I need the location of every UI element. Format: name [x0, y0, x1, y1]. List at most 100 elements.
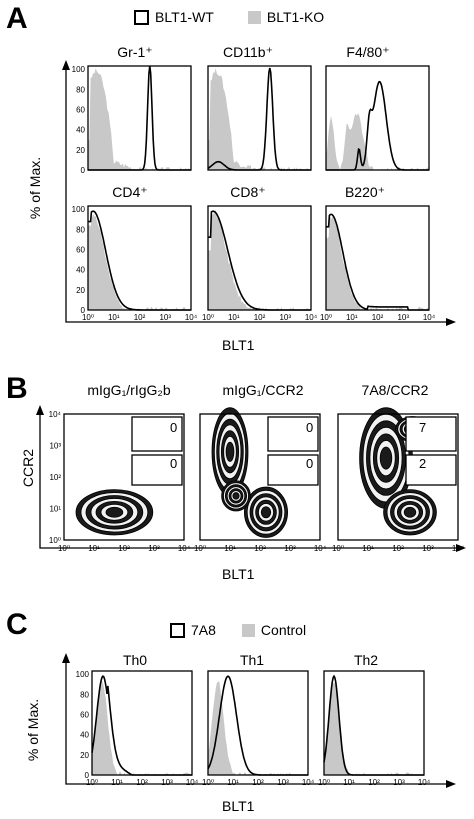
y-tick-label: 20 [76, 286, 85, 295]
x-tick-label: 10⁰ [82, 313, 94, 322]
y-tick-label: 0 [81, 306, 86, 315]
x-tick-label: 10¹ [108, 313, 120, 322]
x-tick-label: 10⁴ [186, 778, 199, 787]
contour-ring [232, 492, 240, 500]
y-tick-label: 80 [76, 225, 85, 234]
x-tick-label: 10⁴ [178, 544, 191, 553]
x-tick-label: 10³ [393, 778, 405, 787]
contour-ring [225, 441, 235, 462]
plot-frame [325, 65, 430, 171]
plot-frame [325, 205, 430, 311]
plot-title-cd11b: CD11b⁺ [223, 44, 273, 60]
plot-title-b220: B220⁺ [344, 184, 386, 200]
plot-title-gr1: Gr-1⁺ [117, 44, 153, 60]
gate-value-2a: 0 [306, 420, 314, 435]
y-tick-label: 60 [76, 105, 85, 114]
x-tick-label: 10² [136, 778, 148, 787]
x-tick-label: 10¹ [224, 544, 236, 553]
x-tick-label: 10⁴ [305, 313, 318, 322]
legend-filled-swatch [241, 623, 255, 637]
panel-c-legend: 7A8 Control [170, 622, 306, 638]
y-tick-label: 80 [80, 690, 89, 699]
x-tick-label: 10¹ [228, 313, 240, 322]
x-tick-label: 10³ [277, 778, 289, 787]
panel-a-y-arrow [62, 60, 70, 70]
gate-value-3b: 2 [419, 456, 427, 471]
y-tick-label: 60 [76, 245, 85, 254]
legend-label-ko: BLT1-KO [266, 9, 325, 25]
y-tick-label: 60 [80, 710, 89, 719]
x-tick-label: 10⁰ [202, 313, 214, 322]
panel-a-x-arrow [446, 318, 456, 326]
y-tick-label: 0 [81, 166, 86, 175]
plot-frame [63, 413, 185, 541]
panel-c-letter: C [6, 608, 28, 641]
x-tick-label: 10⁴ [302, 778, 315, 787]
ko-histogram [208, 68, 311, 170]
x-tick-label: 10⁰ [318, 778, 330, 787]
x-tick-label: 10¹ [227, 778, 239, 787]
x-tick-label: 10¹ [362, 544, 374, 553]
plot-frame [207, 670, 309, 776]
x-tick-label: 10² [118, 544, 130, 553]
panel-c-axis [65, 658, 452, 785]
plot-frame [337, 413, 459, 541]
gate-lower [131, 454, 183, 486]
plot-title-cd4: CD4⁺ [112, 184, 148, 200]
gate-value-3a: 7 [419, 420, 427, 435]
y-tick-label: 80 [76, 85, 85, 94]
panel-c-x-arrow [446, 780, 456, 788]
ko-histogram [326, 113, 429, 170]
gate-upper [405, 416, 457, 452]
plot-frame [87, 65, 192, 171]
plot-title-cd8: CD8⁺ [230, 184, 266, 200]
ko-histogram [326, 216, 429, 310]
y-tick-label: 10³ [49, 442, 61, 451]
panel-b-x-arrow [456, 544, 466, 552]
control-histogram [92, 680, 192, 775]
legend-label-wt: BLT1-WT [155, 9, 214, 25]
y-tick-label: 40 [76, 266, 85, 275]
plot-title-migg-ccr2: mIgG₁/CCR2 [222, 382, 304, 398]
ko-histogram [208, 210, 311, 310]
x-tick-label: 10⁰ [332, 544, 344, 553]
control-histogram [324, 682, 424, 775]
plot-title-7a8-ccr2: 7A8/CCR2 [361, 382, 429, 398]
y-tick-label: 10² [49, 473, 61, 482]
contour-plot [199, 407, 321, 541]
x-tick-label: 10¹ [346, 313, 358, 322]
gate-lower [405, 454, 457, 486]
contour-ring [379, 446, 393, 470]
contour-plot [63, 413, 185, 541]
y-tick-label: 20 [76, 146, 85, 155]
x-tick-label: 10⁰ [58, 544, 70, 553]
y-tick-label: 10¹ [49, 505, 61, 514]
x-tick-label: 10² [252, 778, 264, 787]
x-tick-label: 10² [368, 778, 380, 787]
x-tick-label: 10⁰ [194, 544, 206, 553]
control-histogram [208, 681, 308, 775]
plot-frame [207, 205, 312, 311]
panel-a-x-title: BLT1 [222, 337, 255, 353]
x-tick-label: 10² [254, 313, 266, 322]
gate-lower [267, 454, 319, 486]
panel-b-x-title: BLT1 [222, 566, 255, 582]
panel-b-y-arrow [36, 405, 44, 415]
x-tick-label: 10¹ [88, 544, 100, 553]
plot-title-isotype: mIgG₁/rIgG₂b [87, 382, 171, 398]
y-tick-label: 40 [76, 126, 85, 135]
panel-a-letter: A [6, 2, 28, 35]
legend-label-7a8: 7A8 [191, 622, 216, 638]
x-tick-label: 10³ [161, 778, 173, 787]
x-tick-label: 10⁴ [418, 778, 431, 787]
x-tick-label: 10² [254, 544, 266, 553]
panel-c-y-title: % of Max. [25, 698, 41, 762]
contour-ring [260, 506, 272, 519]
plot-title-th1: Th1 [239, 652, 265, 668]
y-tick-label: 10⁴ [49, 410, 62, 419]
y-tick-label: 100 [72, 205, 86, 214]
x-tick-label: 10² [372, 313, 384, 322]
